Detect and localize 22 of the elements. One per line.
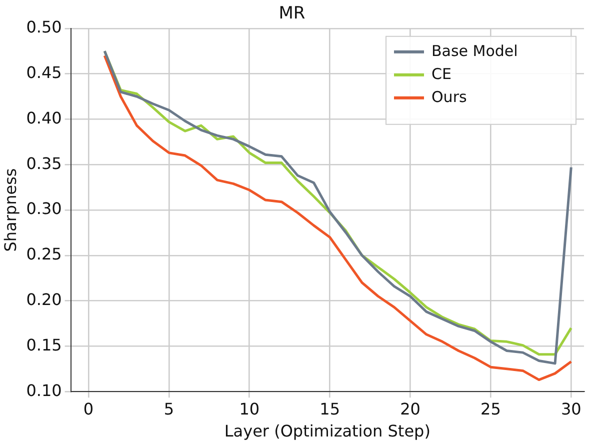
- y-tick-label: 0.45: [26, 62, 62, 82]
- y-tick-label: 0.35: [26, 154, 62, 173]
- y-axis-title: Sharpness: [0, 168, 20, 252]
- y-tick-label: 0.30: [26, 199, 62, 218]
- y-tick-label: 0.20: [26, 290, 62, 309]
- chart-title: MR: [278, 4, 306, 24]
- y-tick-label: 0.50: [26, 18, 62, 37]
- x-tick-label: 0: [83, 399, 94, 418]
- x-tick-label: 10: [239, 399, 260, 418]
- x-axis-title: Layer (Optimization Step): [224, 422, 430, 441]
- y-tick-label: 0.25: [26, 244, 62, 264]
- y-tick-label: 0.40: [26, 108, 62, 128]
- y-tick-label: 0.10: [26, 380, 62, 400]
- y-tick-label: 0.15: [26, 335, 62, 354]
- x-tick-label: 25: [480, 399, 501, 418]
- legend-label: CE: [432, 64, 452, 83]
- x-tick-label: 30: [560, 399, 582, 418]
- x-tick-label: 15: [320, 399, 340, 418]
- x-tick-label: 20: [400, 399, 420, 418]
- x-tick-label: 5: [164, 399, 174, 418]
- legend-label: Ours: [432, 88, 467, 106]
- legend-label: Base Model: [432, 42, 518, 60]
